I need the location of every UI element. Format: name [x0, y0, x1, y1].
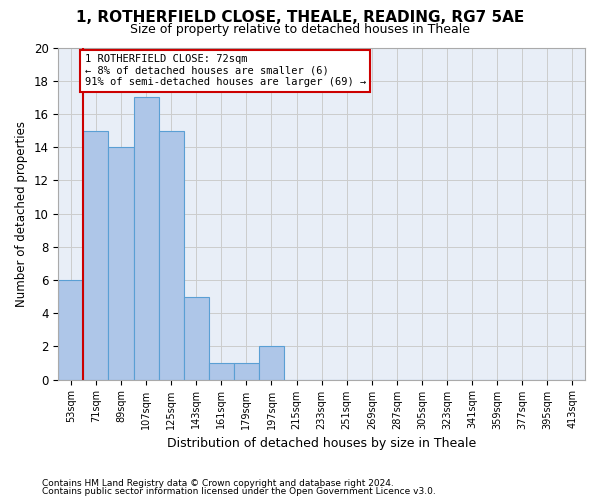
- Text: 1, ROTHERFIELD CLOSE, THEALE, READING, RG7 5AE: 1, ROTHERFIELD CLOSE, THEALE, READING, R…: [76, 10, 524, 25]
- Bar: [109, 147, 134, 380]
- Text: Contains public sector information licensed under the Open Government Licence v3: Contains public sector information licen…: [42, 487, 436, 496]
- Y-axis label: Number of detached properties: Number of detached properties: [15, 120, 28, 306]
- Text: Contains HM Land Registry data © Crown copyright and database right 2024.: Contains HM Land Registry data © Crown c…: [42, 478, 394, 488]
- Bar: [158, 130, 184, 380]
- Bar: [134, 98, 158, 380]
- Bar: [209, 363, 234, 380]
- Bar: [184, 296, 209, 380]
- X-axis label: Distribution of detached houses by size in Theale: Distribution of detached houses by size …: [167, 437, 476, 450]
- Bar: [83, 130, 109, 380]
- Bar: [234, 363, 259, 380]
- Bar: [58, 280, 83, 380]
- Bar: [259, 346, 284, 380]
- Text: 1 ROTHERFIELD CLOSE: 72sqm
← 8% of detached houses are smaller (6)
91% of semi-d: 1 ROTHERFIELD CLOSE: 72sqm ← 8% of detac…: [85, 54, 366, 88]
- Text: Size of property relative to detached houses in Theale: Size of property relative to detached ho…: [130, 22, 470, 36]
